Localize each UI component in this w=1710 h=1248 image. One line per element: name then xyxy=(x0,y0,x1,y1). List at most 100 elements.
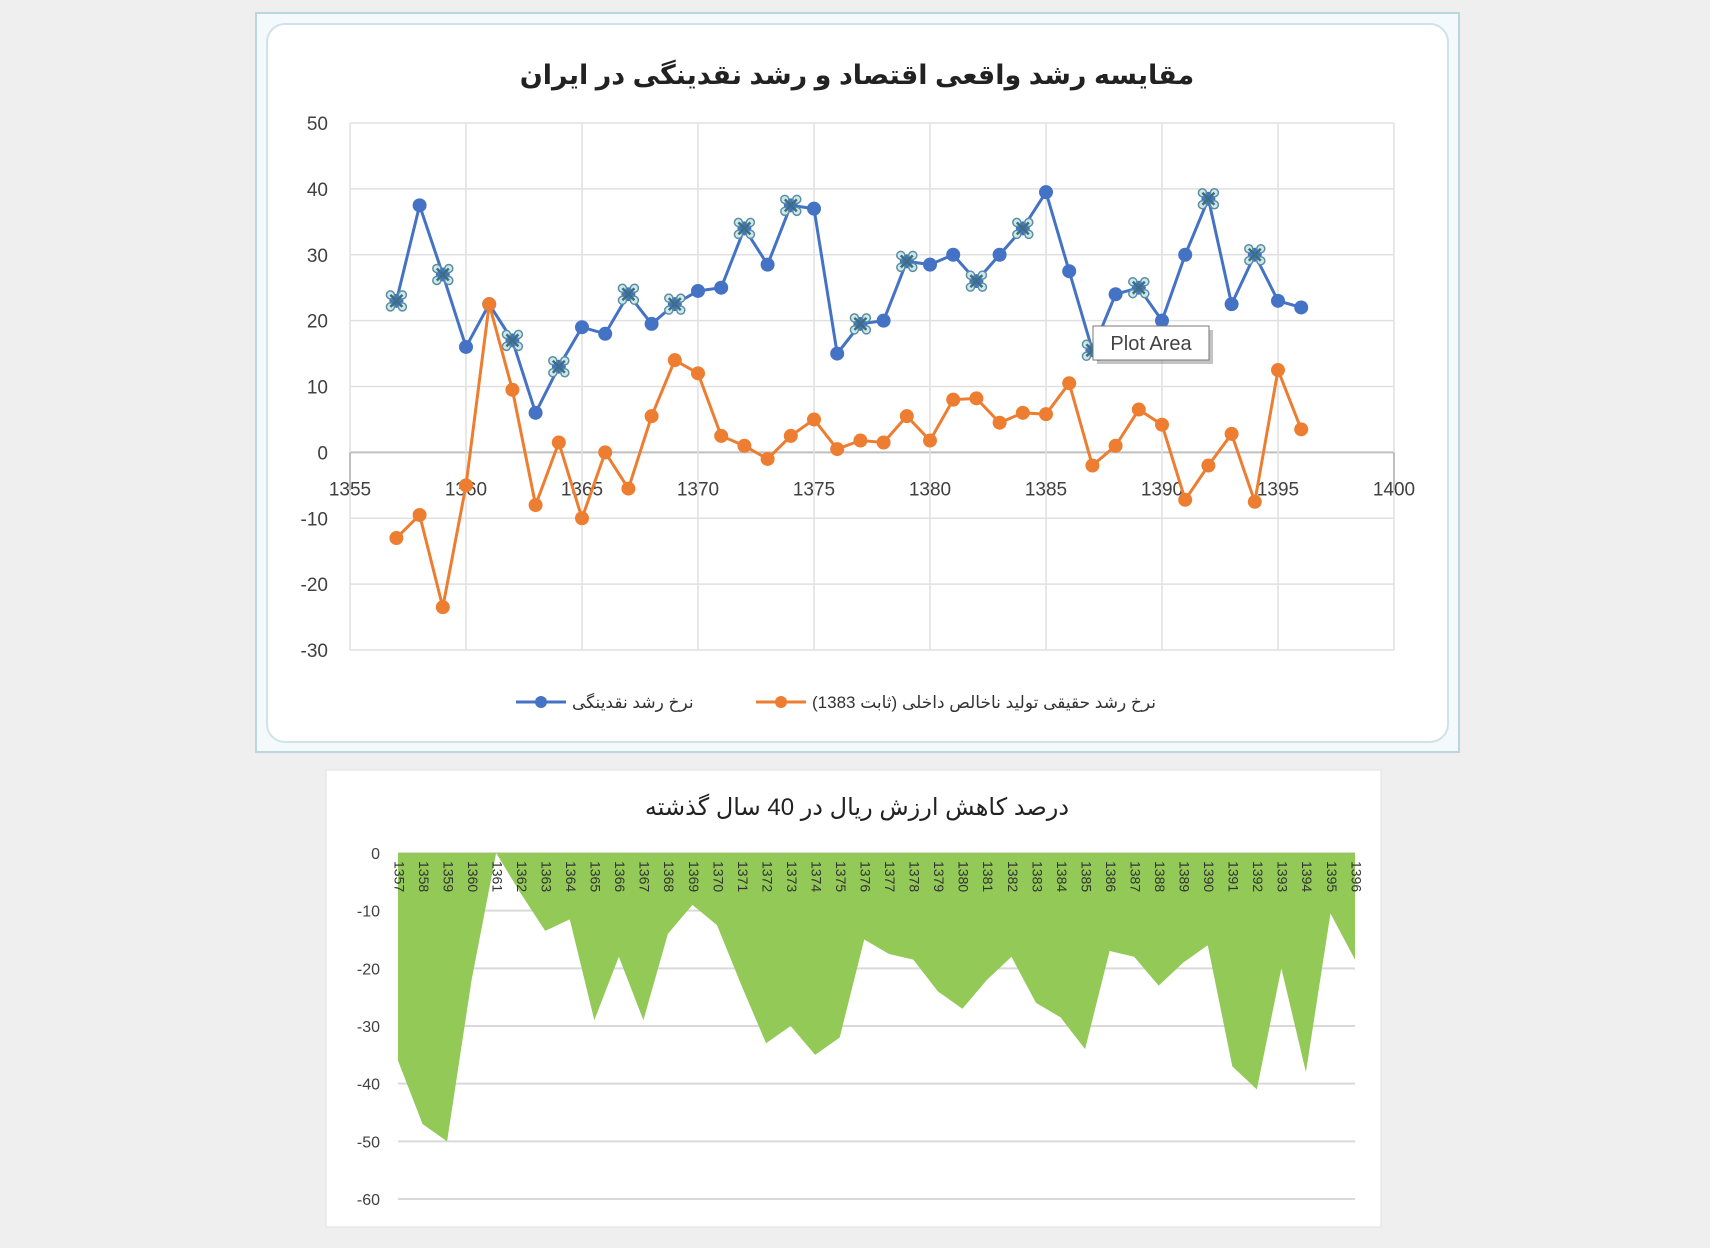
data-point[interactable] xyxy=(807,412,821,427)
data-point[interactable] xyxy=(598,326,613,341)
selection-handle-icon xyxy=(1012,217,1034,240)
data-point[interactable] xyxy=(1178,247,1193,262)
data-point[interactable] xyxy=(482,297,497,312)
data-point[interactable] xyxy=(853,433,868,448)
data-point[interactable] xyxy=(923,433,937,448)
plot-area-tooltip: Plot Area xyxy=(1092,325,1213,364)
chart-title-2: درصد کاهش ارزش ریال در 40 سال گذشته xyxy=(645,793,1069,821)
data-point[interactable] xyxy=(1294,422,1309,437)
data-point[interactable] xyxy=(505,382,520,397)
data-point[interactable] xyxy=(714,280,729,295)
data-point[interactable] xyxy=(1108,287,1123,302)
data-point[interactable] xyxy=(1155,417,1169,432)
area-series[interactable] xyxy=(398,853,1355,1142)
x-tick-label: 1365 xyxy=(588,861,604,892)
selection-handle-icon xyxy=(1197,188,1220,210)
data-point[interactable] xyxy=(1271,293,1285,308)
data-point[interactable] xyxy=(551,435,566,450)
chart-title: مقایسه رشد واقعی اقتصاد و رشد نقدینگی در… xyxy=(520,59,1195,91)
y-tick-label: -30 xyxy=(301,641,328,662)
data-point[interactable] xyxy=(1294,300,1309,315)
chart-area[interactable] xyxy=(266,23,1449,743)
data-point[interactable] xyxy=(1039,185,1053,200)
data-point[interactable] xyxy=(1155,313,1169,328)
data-point[interactable] xyxy=(946,247,961,262)
data-point[interactable] xyxy=(1247,494,1262,509)
data-point[interactable] xyxy=(714,428,729,443)
data-point[interactable] xyxy=(969,391,984,406)
data-point[interactable] xyxy=(389,531,404,546)
data-point[interactable] xyxy=(691,366,705,381)
x-tick-label: 1385 xyxy=(1078,861,1094,892)
y-tick-label: -20 xyxy=(301,575,328,596)
data-point[interactable] xyxy=(644,316,659,331)
data-point[interactable] xyxy=(528,498,543,513)
data-point[interactable] xyxy=(992,415,1007,430)
series-gdp-growth[interactable] xyxy=(389,297,1309,615)
y-tick-label: 50 xyxy=(307,114,328,135)
legend-marker-gdp xyxy=(775,696,787,708)
series-line[interactable] xyxy=(395,303,1303,608)
data-point[interactable] xyxy=(1039,407,1053,422)
data-point[interactable] xyxy=(899,409,914,424)
data-point[interactable] xyxy=(644,409,659,424)
data-point[interactable] xyxy=(412,507,427,522)
data-point[interactable] xyxy=(876,313,891,328)
data-point[interactable] xyxy=(783,428,798,443)
data-point[interactable] xyxy=(691,283,705,298)
data-point[interactable] xyxy=(1108,438,1123,453)
x-tick-label: 1362 xyxy=(514,861,530,892)
data-point[interactable] xyxy=(1131,402,1146,417)
x-tick-label: 1371 xyxy=(735,861,751,892)
x-tick-label: 1370 xyxy=(677,479,719,500)
chart-area-2[interactable] xyxy=(325,769,1382,1228)
data-point[interactable] xyxy=(737,438,752,453)
data-point[interactable] xyxy=(459,478,473,493)
selection-handle-icon xyxy=(849,313,872,335)
line-chart[interactable]: مقایسه رشد واقعی اقتصاد و رشد نقدینگی در… xyxy=(255,12,1460,753)
data-point[interactable] xyxy=(575,511,589,526)
data-point[interactable] xyxy=(1224,426,1239,441)
data-point[interactable] xyxy=(807,201,821,216)
data-point[interactable] xyxy=(1085,458,1100,473)
data-point[interactable] xyxy=(1062,376,1077,391)
data-point[interactable] xyxy=(621,481,636,496)
data-point[interactable] xyxy=(1201,458,1216,473)
data-point[interactable] xyxy=(760,257,775,272)
series-line[interactable] xyxy=(394,188,1302,417)
data-point[interactable] xyxy=(1224,297,1239,312)
data-point[interactable] xyxy=(760,451,775,466)
x-tick-label: 1388 xyxy=(1152,861,1168,892)
data-point[interactable] xyxy=(876,435,891,450)
x-tick-label: 1380 xyxy=(956,861,972,892)
data-point[interactable] xyxy=(923,257,937,272)
selection-handle-icon xyxy=(385,290,408,312)
area-chart[interactable]: درصد کاهش ارزش ریال در 40 سال گذشته -60 -… xyxy=(325,769,1382,1228)
data-point[interactable] xyxy=(946,392,961,407)
data-point[interactable] xyxy=(575,320,589,335)
data-point[interactable] xyxy=(528,405,543,420)
data-point[interactable] xyxy=(459,339,473,354)
data-point[interactable] xyxy=(598,445,613,460)
data-point[interactable] xyxy=(1062,264,1077,279)
legend-label-gdp: نرخ رشد حقیقی تولید ناخالص داخلی (ثابت 1… xyxy=(812,693,1156,713)
y-tick-label: 0 xyxy=(371,846,380,863)
data-point[interactable] xyxy=(830,442,845,457)
x-tick-label: 1369 xyxy=(686,861,702,892)
x-tick-label: 1359 xyxy=(440,861,456,892)
data-point[interactable] xyxy=(412,198,427,213)
data-point[interactable] xyxy=(435,600,450,615)
y-tick-label: -30 xyxy=(357,1019,380,1036)
x-tick-label: 1375 xyxy=(793,479,835,500)
data-point[interactable] xyxy=(992,247,1007,262)
data-point[interactable] xyxy=(667,353,682,368)
data-point[interactable] xyxy=(1271,363,1285,378)
data-point[interactable] xyxy=(1178,492,1193,507)
x-tick-label: 1392 xyxy=(1250,861,1266,892)
x-tick-label: 1358 xyxy=(416,861,432,892)
data-point[interactable] xyxy=(1015,405,1030,420)
data-point[interactable] xyxy=(830,346,845,361)
y-tick-label: -40 xyxy=(357,1077,380,1094)
y-tick-label: -20 xyxy=(357,961,380,978)
